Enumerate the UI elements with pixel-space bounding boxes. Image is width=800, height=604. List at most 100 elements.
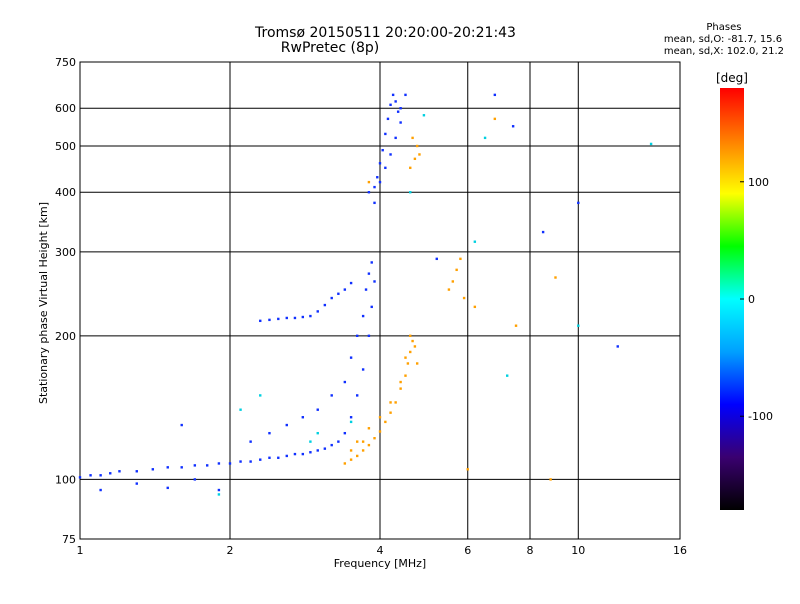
echo-point-noise: [505, 374, 509, 377]
echo-point-X: [451, 280, 455, 283]
echo-point-O: [541, 230, 545, 234]
echo-point-O: [166, 486, 169, 490]
echo-point-O: [217, 488, 221, 492]
echo-point-noise: [349, 420, 353, 424]
echo-point-O: [151, 468, 155, 471]
echo-point-noise: [422, 114, 426, 117]
echo-point-O: [399, 107, 402, 110]
colorbar-tick-label: 0: [748, 293, 755, 306]
echo-point-O: [435, 257, 438, 261]
echo-point-X: [404, 356, 407, 359]
echo-point-O: [316, 310, 319, 313]
echo-point-O: [268, 318, 271, 322]
echo-point-X: [367, 427, 371, 430]
echo-point-X: [361, 449, 365, 452]
x-tick-label: 16: [673, 544, 687, 557]
echo-point-noise: [316, 431, 319, 435]
phase-heading: Phases: [706, 22, 742, 33]
echo-point-O: [193, 464, 197, 467]
echo-point-X: [554, 276, 557, 279]
x-tick-label: 8: [527, 544, 534, 557]
echo-point-noise: [309, 440, 312, 443]
echo-point-O: [373, 280, 376, 283]
x-axis-ticks: 1 2 4 6 8 10 16: [77, 544, 688, 557]
echo-point-O: [277, 317, 280, 321]
echo-point-O: [99, 488, 102, 492]
echo-point-X: [418, 153, 421, 156]
echo-point-O: [135, 470, 138, 473]
echo-point-O: [378, 180, 382, 184]
echo-point-O: [386, 117, 390, 121]
echo-point-O: [268, 456, 271, 459]
echo-point-O: [323, 447, 327, 450]
colorbar-tick-label: -100: [748, 410, 773, 423]
echo-point-O: [396, 110, 400, 113]
echo-point-O: [343, 380, 347, 384]
echo-point-O: [343, 431, 347, 435]
echo-point-O: [285, 316, 288, 320]
echo-point-O: [249, 440, 252, 443]
echo-point-O: [399, 121, 402, 124]
echo-point-noise: [409, 191, 412, 194]
x-tick-label: 10: [571, 544, 585, 557]
echo-point-O: [361, 314, 365, 318]
y-tick-label: 75: [62, 533, 76, 546]
echo-point-X: [459, 257, 462, 261]
y-tick-label: 500: [55, 140, 76, 153]
echo-point-O: [370, 261, 373, 264]
echo-point-noise: [483, 136, 487, 140]
echo-point-X: [409, 166, 412, 170]
echo-point-O: [381, 148, 384, 152]
echo-point-O: [391, 93, 395, 97]
echo-point-X: [384, 420, 387, 424]
echo-point-O: [394, 100, 397, 103]
echo-point-O: [355, 394, 359, 397]
echo-point-X: [411, 339, 414, 343]
echo-point-O: [378, 162, 382, 165]
echo-point-O: [78, 476, 82, 479]
echo-point-X: [413, 345, 417, 348]
echo-point-O: [99, 474, 102, 477]
echo-point-O: [309, 451, 312, 454]
echo-point-O: [370, 305, 373, 309]
echo-point-O: [330, 443, 333, 447]
x-tick-label: 6: [464, 544, 471, 557]
echo-point-O: [193, 478, 197, 481]
phase-x-stats: mean, sd,X: 102.0, 21.2: [663, 46, 784, 57]
y-axis-ticks: 75 100 200 300 400 500 600 750: [55, 56, 76, 546]
y-tick-label: 400: [55, 186, 76, 199]
echo-point-X: [409, 350, 412, 354]
echo-point-O: [367, 334, 371, 338]
echo-point-O: [404, 93, 407, 97]
echo-point-noise: [259, 394, 262, 397]
echo-point-O: [323, 303, 327, 307]
echo-point-X: [404, 374, 407, 377]
echo-point-O: [228, 462, 232, 465]
echo-point-O: [361, 368, 365, 371]
echo-point-O: [493, 93, 497, 97]
echo-point-O: [259, 458, 262, 461]
echo-point-O: [118, 470, 121, 473]
echo-point-O: [316, 408, 319, 411]
echo-point-X: [373, 437, 376, 440]
echo-point-X: [406, 362, 410, 365]
echo-point-O: [285, 454, 288, 458]
echo-point-X: [473, 305, 477, 309]
echo-point-X: [415, 362, 419, 365]
echo-point-noise: [577, 324, 580, 327]
echo-point-O: [349, 356, 353, 359]
chart-subtitle: RwPretec (8p): [280, 40, 380, 56]
y-axis-label: Stationary phase Virtual Height [km]: [37, 202, 50, 404]
echo-point-X: [409, 334, 412, 338]
echo-point-O: [355, 334, 359, 338]
echo-point-X: [355, 454, 359, 458]
echo-point-O: [367, 272, 371, 275]
echo-point-noise: [649, 142, 653, 146]
x-tick-label: 1: [77, 544, 84, 557]
echo-point-X: [455, 268, 458, 272]
echo-point-O: [330, 296, 333, 300]
echo-point-O: [268, 431, 271, 435]
echo-point-X: [549, 478, 552, 481]
echo-point-O: [205, 464, 209, 467]
